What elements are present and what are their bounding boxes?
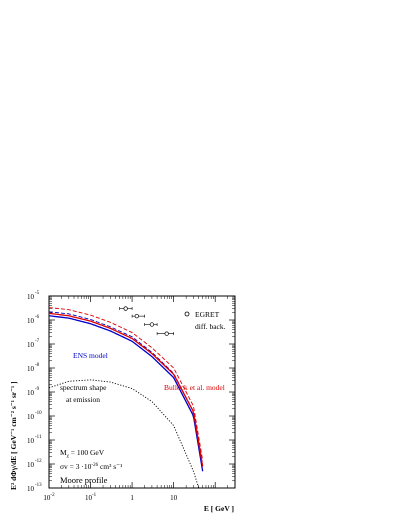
axis-ticks: [48, 295, 236, 489]
egret-legend-marker: [184, 311, 190, 317]
bullock-model-label: Bullock et al. model: [164, 383, 225, 392]
egret-point: [149, 322, 155, 327]
y-tick-label: 10: [27, 317, 35, 325]
series-line-0: [48, 315, 204, 472]
egret-point: [164, 331, 169, 336]
y-tick-exponent: -8: [35, 363, 40, 368]
mass-annotation: Mχ = 100 GeV: [60, 448, 105, 459]
x-tick-labels: 10-2 10-1 1 10: [43, 493, 177, 502]
y-tick-label: 10: [27, 365, 35, 373]
series-line-3: [48, 307, 204, 461]
y-tick-exponent: -7: [35, 339, 40, 344]
y-tick-label: 10: [27, 293, 35, 301]
spectrum-shape-label-line1: spectrum shape: [60, 383, 107, 392]
x-tick-label: 1: [130, 494, 134, 502]
y-axis-title: E² dΦγ/dE [ GeV⁻¹ cm⁻² s⁻¹ sr⁻¹ ]: [9, 381, 18, 490]
y-tick-exponent: -6: [35, 315, 40, 320]
profile-annotation: Moore profile: [60, 475, 108, 485]
egret-point: [134, 313, 139, 319]
egret-label-line1: EGRET: [195, 310, 220, 319]
series-line-4: [48, 379, 200, 489]
egret-label-line2: diff. back.: [195, 322, 226, 331]
y-tick-label: 10: [27, 485, 35, 493]
y-tick-exponent: -11: [35, 435, 42, 440]
spectrum-shape-label-line2: at emission: [66, 395, 100, 404]
x-tick-label: 10: [170, 494, 178, 502]
y-tick-label: 10: [27, 437, 35, 445]
y-tick-label: 10: [27, 389, 35, 397]
series-line-2: [48, 312, 204, 467]
curves: [48, 307, 204, 489]
cross-section-annotation: σv = 3 ·10-26 cm³ s⁻¹: [60, 462, 122, 471]
x-tick-label: 10-2: [43, 493, 55, 502]
y-tick-exponent: -5: [35, 291, 40, 296]
egret-points: [119, 306, 174, 336]
egret-point: [123, 306, 128, 311]
y-tick-exponent: -10: [35, 411, 42, 416]
y-tick-label: 10: [27, 413, 35, 421]
x-axis-title: E [ GeV ]: [204, 504, 234, 513]
y-tick-label: 10: [27, 341, 35, 349]
y-tick-exponent: -9: [35, 387, 40, 392]
y-tick-exponent: -13: [35, 483, 42, 488]
ens-model-label: ENS model: [73, 351, 108, 360]
x-tick-label: 10-1: [85, 493, 97, 502]
y-tick-label: 10: [27, 461, 35, 469]
y-tick-exponent: -12: [35, 459, 42, 464]
